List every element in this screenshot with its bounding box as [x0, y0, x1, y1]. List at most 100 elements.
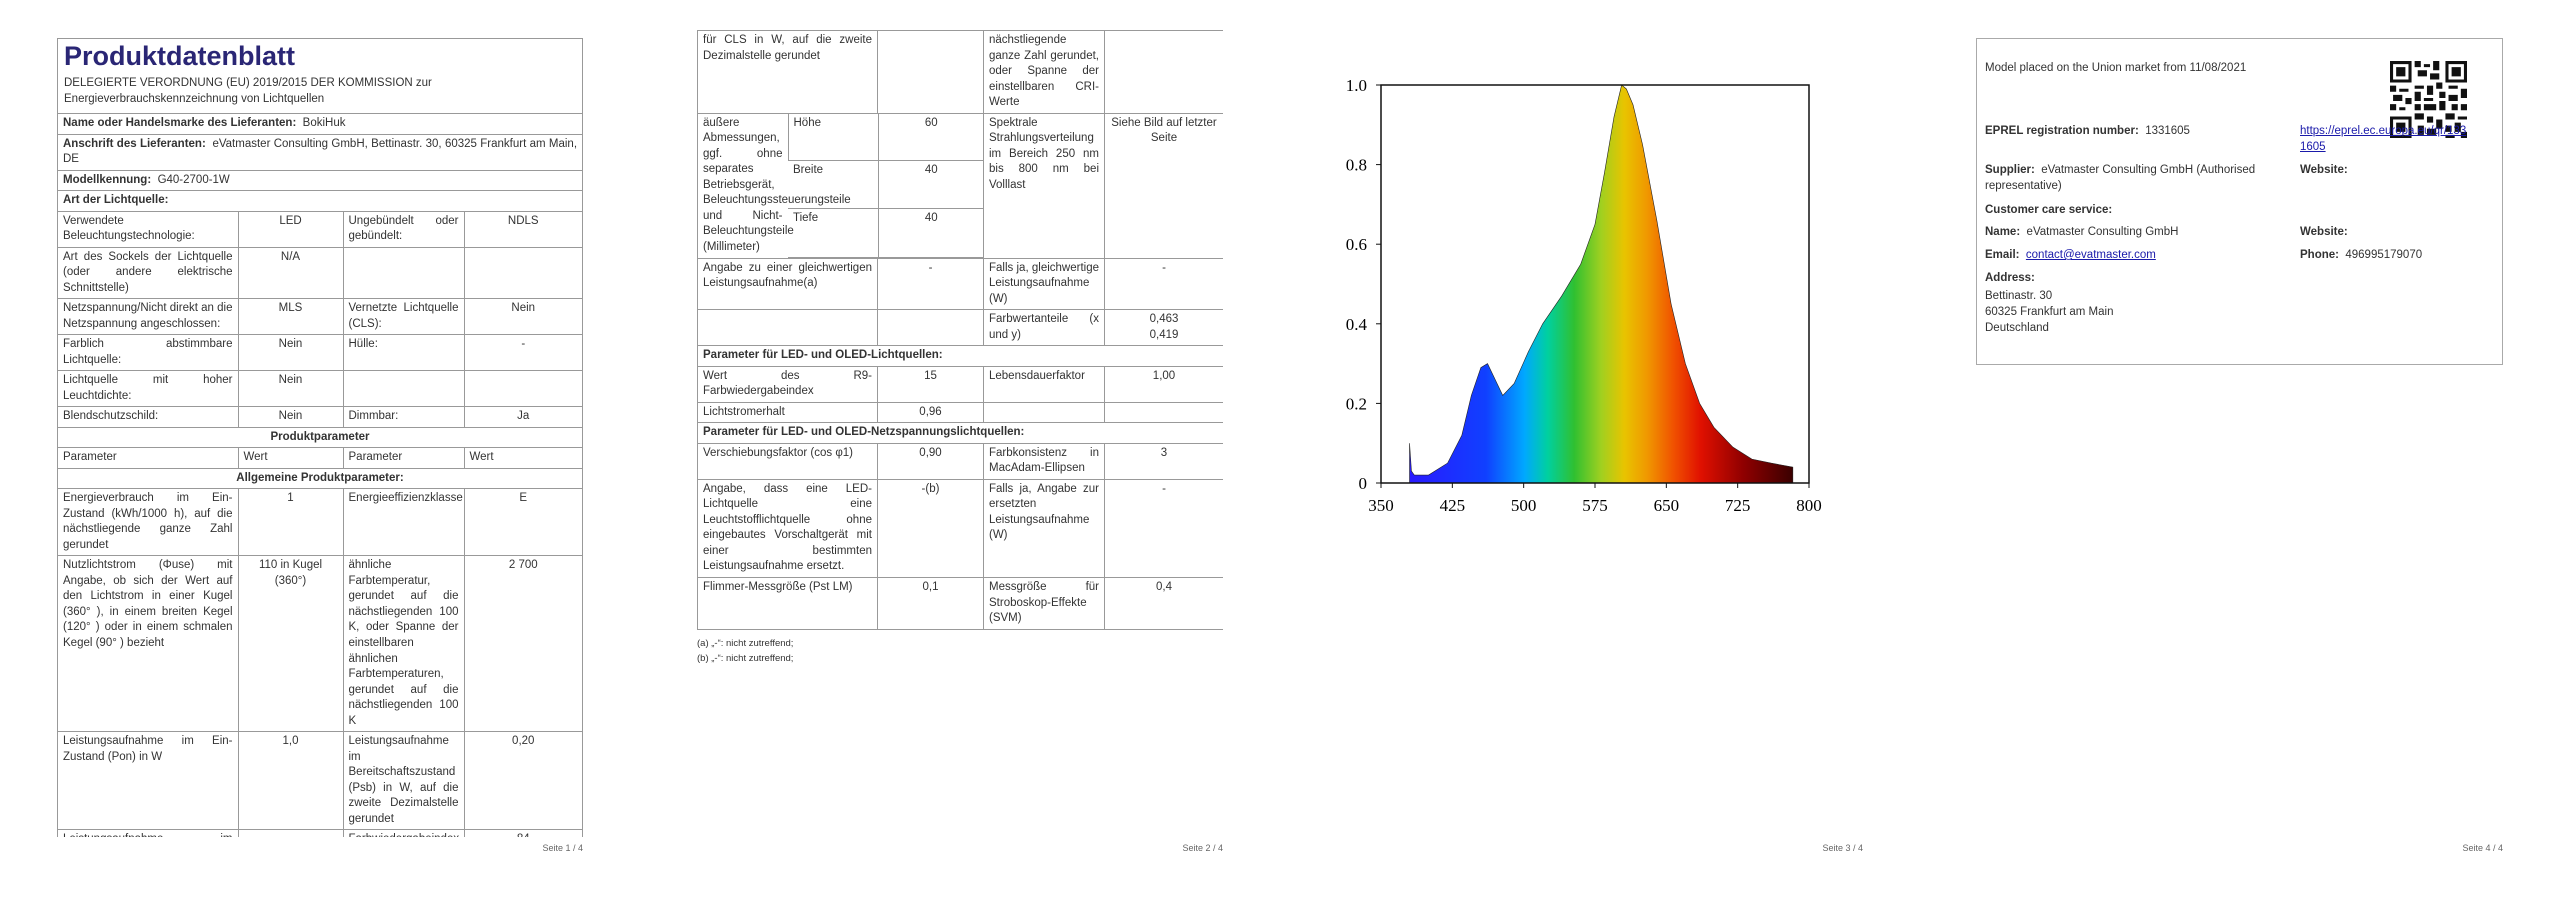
cell-text: Messgröße für Stroboskop-Effekte (SVM) — [989, 581, 1099, 625]
footnote: (a) „-“: nicht zutreffend; — [697, 637, 794, 649]
cell-text: Lebensdauerfaktor — [989, 369, 1085, 382]
page-footer: Seite 3 / 4 — [1822, 843, 1863, 853]
table-row: Angabe zu einer gleichwertigen Leistungs… — [697, 257, 1223, 311]
data-table: Name oder Handelsmarke des Lieferanten: … — [58, 113, 582, 837]
cell-text: für CLS in W, auf die zweite Dezimalstel… — [703, 34, 872, 62]
column-header: Wert — [463, 447, 582, 469]
cell-text: Energieverbrauch im Ein-Zustand (kWh/100… — [63, 492, 233, 551]
dimension-row: äußere Abmessungen, ggf. ohne separates … — [698, 113, 984, 253]
cell-text: NDLS — [507, 214, 539, 227]
table-row: Art des Sockels der Lichtquelle (oder an… — [58, 246, 582, 300]
cell: 0,1 — [877, 577, 984, 630]
label: Name: — [1985, 226, 2021, 238]
cell-text: - — [1162, 261, 1166, 274]
label: EPREL registration number: — [1985, 125, 2139, 137]
cell: NDLS — [463, 210, 582, 248]
table-row: Parameter für LED- und OLED-Netzspannung… — [697, 422, 1223, 444]
cell: Energieeffizienzklasse — [342, 488, 465, 557]
cell-text: 110 in Kugel (360°) — [258, 559, 323, 587]
cell: Hülle: — [342, 334, 465, 372]
cell-line: 0,419 — [1149, 328, 1179, 341]
page-footer: Seite 1 / 4 — [542, 843, 583, 853]
cell: Ungebündelt oder gebündelt: — [342, 210, 465, 248]
cell-text: Wert des R9-Farbwiedergabeindex — [703, 369, 872, 398]
cell: Spektrale Strahlungsverteilung im Bereic… — [983, 112, 1105, 259]
cell-text: Leistungsaufnahme im Ein-Zustand (Pon) i… — [63, 735, 233, 763]
cell: Nein — [237, 334, 344, 372]
cell-text: Falls ja, Angabe zur ersetzten Leistungs… — [989, 482, 1099, 542]
cell: 0,463 0,419 — [1104, 309, 1223, 347]
cell: Wert des R9-Farbwiedergabeindex — [697, 365, 878, 403]
cell: 0,96 — [877, 401, 984, 424]
cell-text: - — [1162, 482, 1166, 495]
cell: Lichtquelle mit hoher Leuchtdichte: — [58, 370, 239, 408]
eprel-row: EPREL registration number: 1331605 — [1985, 124, 2190, 140]
x-tick-label: 650 — [1654, 496, 1680, 515]
table-row: Name oder Handelsmarke des Lieferanten: … — [58, 113, 582, 135]
cell-text: Farblich abstimmbare Lichtquelle: — [63, 338, 233, 366]
cell: MLS — [237, 298, 344, 336]
cell — [1104, 401, 1223, 424]
table-row: Produktparameter — [58, 426, 582, 449]
subtitle: DELEGIERTE VERORDNUNG (EU) 2019/2015 DER… — [64, 77, 432, 105]
cell-text: Leistungsaufnahme im Bereitschaftszustan… — [348, 735, 459, 825]
field-label: Anschrift des Lieferanten: — [63, 137, 206, 150]
table-row: Anschrift des Lieferanten: eVatmaster Co… — [58, 133, 582, 171]
cell: Verwendete Beleuchtungstechnologie: — [58, 210, 239, 248]
cell — [342, 370, 465, 408]
cell-text: Blendschutzschild: — [63, 410, 159, 423]
cell: Farbwiedergabeindex, auf die — [342, 829, 465, 837]
cell — [877, 309, 984, 347]
table-row: Netzspannung/Nicht direkt an die Netzspa… — [58, 298, 582, 336]
market-date: Model placed on the Union market from 11… — [1985, 62, 2247, 74]
cell-text: Hülle: — [348, 338, 378, 351]
cell: - — [463, 334, 582, 372]
y-tick-label: 0.6 — [1346, 235, 1367, 254]
cell: nächstliegende ganze Zahl gerundet, oder… — [983, 30, 1105, 114]
cell-text: Farbwiedergabeindex, auf die — [349, 833, 463, 837]
eprel-link[interactable]: https://eprel.ec.europa.eu/qr/1331605 — [2300, 125, 2467, 153]
table-row: für CLS in W, auf die zweite Dezimalstel… — [697, 30, 1223, 114]
section-label: Parameter für LED- und OLED-Lichtquellen… — [697, 345, 1223, 367]
cell-text: 0,20 — [512, 735, 535, 748]
cell — [697, 309, 878, 347]
cell-text: Art des Sockels der Lichtquelle (oder an… — [63, 250, 233, 294]
cell: -(b) — [877, 478, 984, 579]
cell-text: - — [928, 261, 933, 274]
page-2: für CLS in W, auf die zweite Dezimalstel… — [697, 30, 1223, 666]
data-table: für CLS in W, auf die zweite Dezimalstel… — [697, 30, 1223, 630]
email-link[interactable]: contact@evatmaster.com — [2025, 249, 2156, 261]
cell-text: Lichtquelle mit hoher Leuchtdichte: — [63, 374, 233, 402]
x-tick-label: 500 — [1511, 496, 1537, 515]
dimension-value: 40 — [877, 208, 984, 258]
cell-text: Nein — [511, 302, 536, 315]
cell: - — [237, 829, 344, 837]
cell: 1,00 — [1104, 365, 1223, 403]
cell: Angabe, dass eine LED-Lichtquelle eine L… — [697, 478, 878, 579]
cell-text: Spektrale Strahlungsverteilung im Bereic… — [989, 116, 1099, 191]
table-row: Farbwertanteile (x und y) 0,463 0,419 — [697, 309, 1223, 347]
cell-text: Energieeffizienzklasse — [348, 492, 463, 505]
cell: E — [463, 488, 582, 557]
title: Produktdatenblatt — [64, 41, 296, 71]
label: Customer care service: — [1985, 204, 2113, 216]
field-row: Anschrift des Lieferanten: eVatmaster Co… — [58, 133, 582, 171]
table-row: Flimmer-Messgröße (Pst LM) 0,1 Messgröße f… — [697, 577, 1223, 630]
cell: 0,90 — [877, 442, 984, 480]
cell: Netzspannung/Nicht direkt an die Netzspa… — [58, 298, 239, 336]
cell: Falls ja, Angabe zur ersetzten Leistungs… — [983, 478, 1105, 579]
cell: Nein — [237, 406, 344, 428]
section-label: Parameter für LED- und OLED-Netzspannung… — [697, 422, 1223, 444]
cell-text: Verwendete Beleuchtungstechnologie: — [63, 214, 195, 243]
address-line: Deutschland — [1985, 322, 2049, 334]
cell-line: 0,463 — [1149, 313, 1179, 326]
cell: Art des Sockels der Lichtquelle (oder an… — [58, 246, 239, 300]
cell: Farblich abstimmbare Lichtquelle: — [58, 334, 239, 372]
cell-text: Nein — [278, 374, 303, 387]
cell: für CLS in W, auf die zweite Dezimalstel… — [697, 30, 878, 114]
field-label: Modellkennung: — [63, 173, 152, 186]
cell: Nutzlichtstrom (Φuse) mit Angabe, ob sic… — [58, 555, 239, 733]
cell: Lichtstromerhalt — [697, 401, 878, 424]
